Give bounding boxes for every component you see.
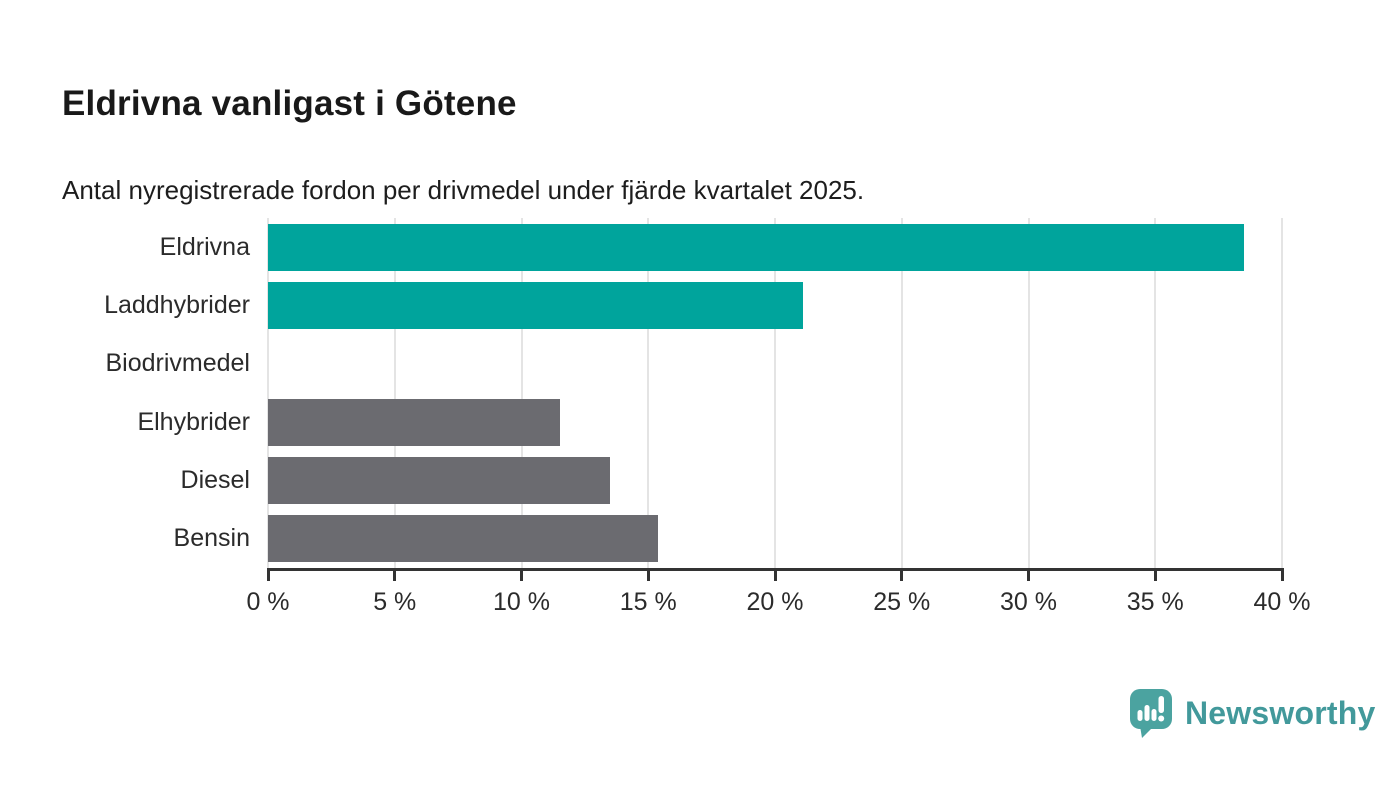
x-axis: 0 % 5 % 10 % 15 % 20 % 25 % 30 % 35 % 40 % — [246, 568, 1310, 628]
category-label: Elhybrider — [137, 407, 250, 436]
category-label: Diesel — [180, 465, 250, 494]
chart-title: Eldrivna vanligast i Götene — [62, 84, 517, 124]
x-tick-label: 30 % — [1000, 588, 1057, 616]
x-tick — [520, 568, 523, 581]
x-tick-label: 25 % — [873, 588, 931, 616]
gridline — [647, 218, 650, 568]
bar-elhybrider — [268, 398, 560, 446]
gridline — [1154, 218, 1157, 568]
gridline — [1281, 218, 1283, 568]
category-label: Biodrivmedel — [105, 349, 250, 378]
x-tick-label: 20 % — [746, 588, 804, 616]
x-tick — [1153, 568, 1157, 581]
category-label: Eldrivna — [159, 232, 250, 261]
x-tick-label: 10 % — [493, 588, 550, 616]
bar-bensin — [268, 515, 659, 563]
x-tick-label: 0 % — [246, 588, 290, 616]
bar-laddhybrider — [268, 282, 803, 329]
chart-subtitle: Antal nyregistrerade fordon per drivmede… — [62, 175, 865, 205]
x-tick-label: 5 % — [373, 588, 417, 616]
bar-eldrivna — [268, 223, 1244, 271]
x-tick — [1280, 568, 1284, 581]
newsworthy-logo-icon — [1129, 688, 1174, 738]
newsworthy-logo[interactable]: Newsworthy — [1129, 688, 1375, 738]
x-tick — [773, 568, 777, 581]
plot-area — [267, 218, 1283, 568]
x-tick — [900, 568, 904, 581]
x-tick — [646, 568, 650, 581]
gridline — [900, 218, 903, 568]
x-tick-label: 40 % — [1253, 588, 1311, 616]
x-tick — [393, 568, 397, 581]
gridline — [520, 218, 523, 568]
x-tick — [266, 568, 270, 581]
x-tick-label: 15 % — [619, 588, 677, 616]
newsworthy-logo-text: Newsworthy — [1185, 694, 1376, 731]
x-tick — [1027, 568, 1030, 581]
y-axis-labels: Eldrivna Laddhybrider Biodrivmedel Elhybrid… — [0, 218, 250, 568]
category-label: Bensin — [173, 524, 250, 553]
category-label: Laddhybrider — [104, 290, 250, 319]
gridline — [393, 218, 396, 568]
bar-diesel — [268, 457, 611, 504]
gridline — [267, 218, 269, 568]
gridline — [774, 218, 776, 568]
x-tick-label: 35 % — [1126, 588, 1184, 616]
gridline — [1027, 218, 1030, 568]
